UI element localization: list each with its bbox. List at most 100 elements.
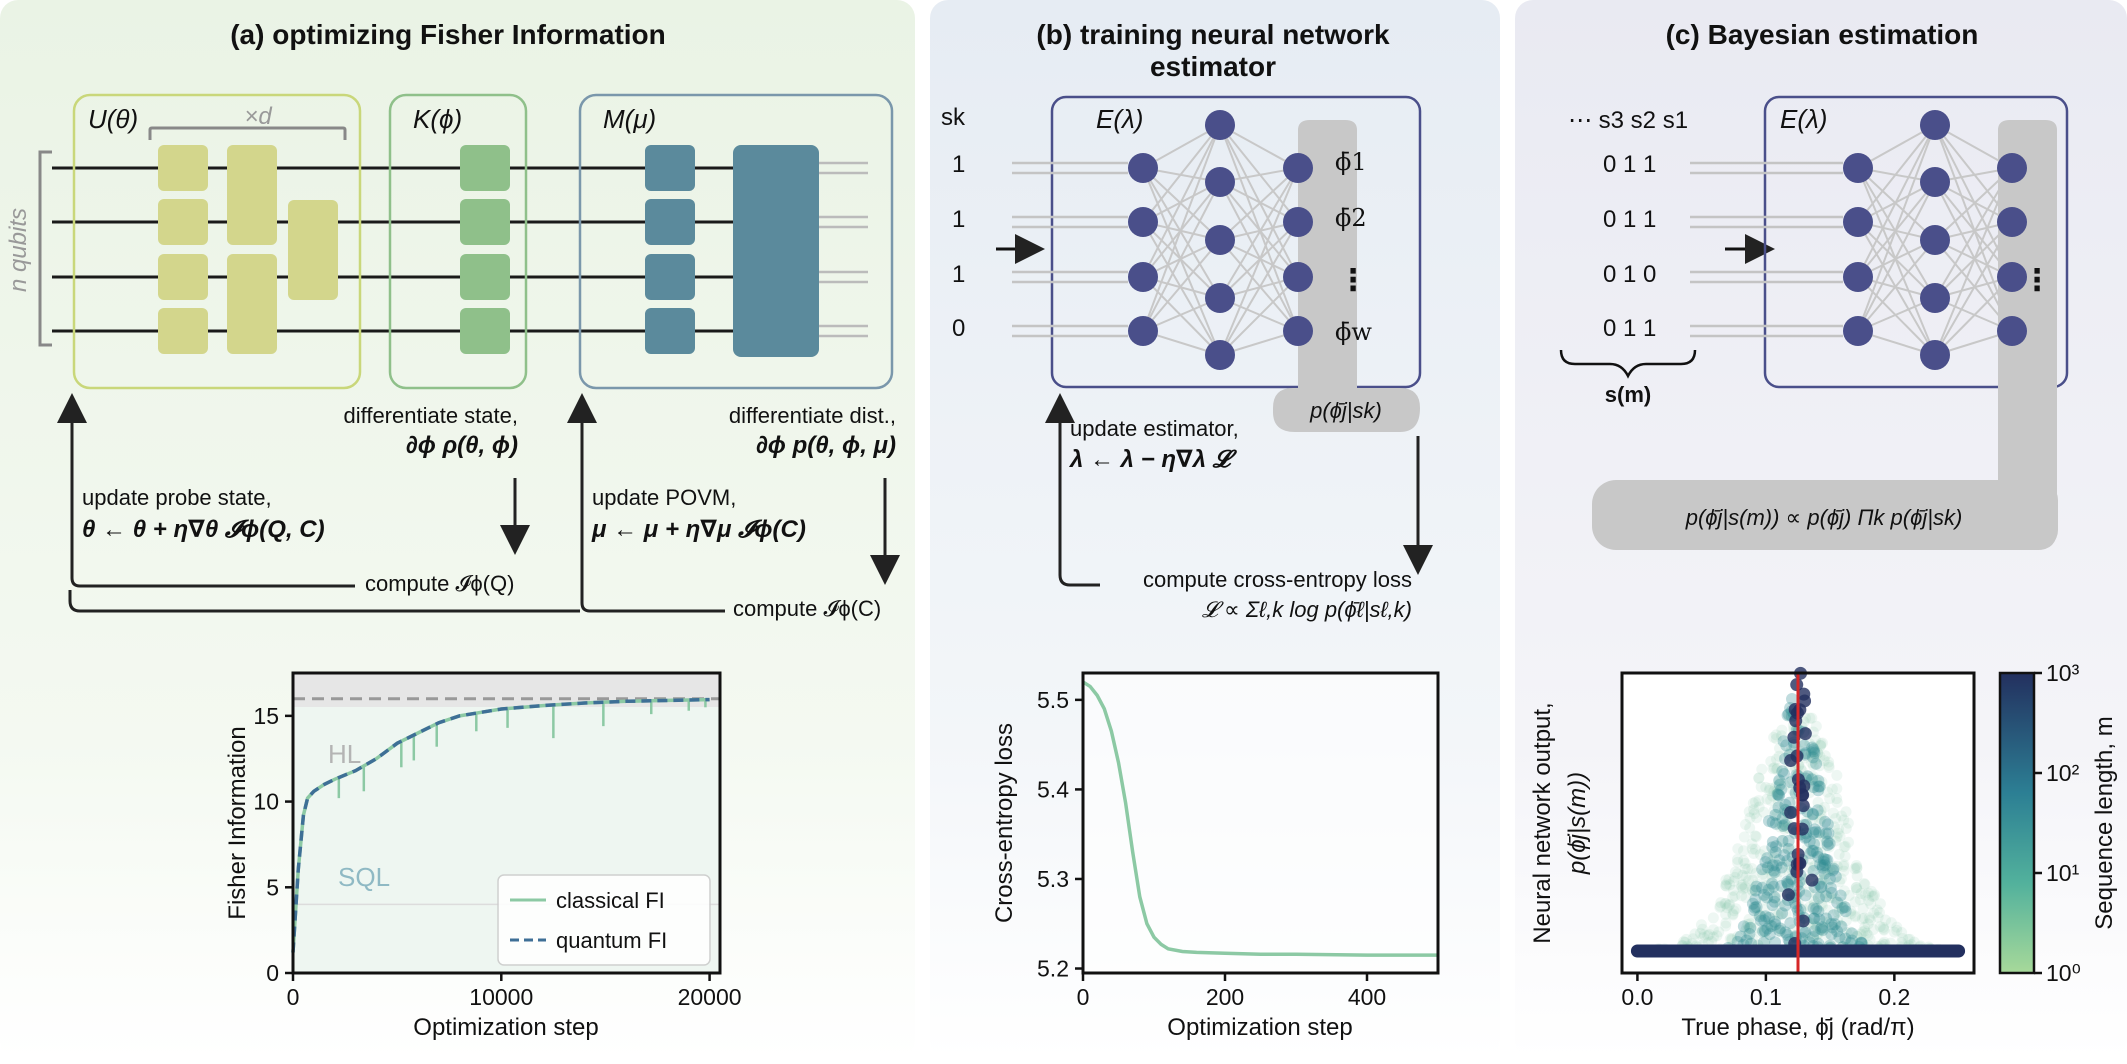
network-edge — [1142, 276, 1221, 356]
posterior-point — [1877, 921, 1889, 933]
posterior-point — [1851, 862, 1863, 874]
loss-ytick-label: 5.2 — [1037, 956, 1069, 982]
posterior-point — [1695, 919, 1707, 931]
posterior-point — [1819, 832, 1831, 844]
network-node — [1283, 316, 1313, 346]
network-node — [1920, 340, 1950, 370]
posterior-point — [1740, 891, 1752, 903]
network-node — [1205, 283, 1235, 313]
posterior-point — [1761, 793, 1773, 805]
posterior-point — [1807, 826, 1820, 839]
posterior-point — [1724, 933, 1736, 945]
posterior-point — [1804, 738, 1816, 750]
posterior-point — [1845, 934, 1858, 947]
network-edge — [1857, 167, 1936, 299]
posterior-point — [1736, 879, 1748, 891]
posterior-point — [1749, 796, 1761, 808]
posterior-point — [1742, 932, 1754, 944]
posterior-point — [1838, 901, 1850, 913]
posterior-point — [1824, 793, 1836, 805]
network-node — [1843, 153, 1873, 183]
posterior-point — [1866, 890, 1878, 902]
network-edge — [1934, 167, 2013, 241]
update-probe-text: update probe state, — [82, 485, 272, 510]
posterior-point — [1821, 853, 1834, 866]
posterior-point — [1772, 795, 1784, 807]
posterior-point — [1755, 927, 1767, 939]
posterior-point — [1804, 901, 1816, 913]
posterior-point — [1858, 877, 1870, 889]
network-edge — [1219, 276, 1299, 356]
posterior-point — [1815, 881, 1828, 894]
posterior-point — [1779, 779, 1791, 791]
posterior-point — [1808, 899, 1820, 911]
posterior-point — [1815, 738, 1827, 750]
posterior-point — [1732, 853, 1744, 865]
posterior-point — [1812, 784, 1825, 797]
posterior-point — [1815, 739, 1827, 751]
posterior-point — [1751, 812, 1763, 824]
posterior-point — [1749, 830, 1761, 842]
posterior-point — [1835, 920, 1847, 932]
posterior-point — [1851, 861, 1863, 873]
posterior-point — [1809, 825, 1822, 838]
posterior-point — [1833, 931, 1846, 944]
posterior-point — [1739, 863, 1751, 875]
posterior-point — [1739, 818, 1751, 830]
posterior-point — [1860, 927, 1872, 939]
posterior-point — [1739, 881, 1751, 893]
posterior-point — [1773, 817, 1785, 829]
posterior-point — [1839, 905, 1852, 918]
posterior-point — [1807, 743, 1820, 756]
posterior-point — [1737, 883, 1749, 895]
loss-chart: 0 200 400 5.2 5.3 5.4 5.5 Optimization step Cr… — [991, 671, 1440, 1041]
loss-ylabel: Cross-entropy loss — [991, 723, 1018, 923]
posterior-point — [1797, 903, 1809, 915]
posterior-point — [1758, 925, 1770, 937]
posterior-point — [1727, 884, 1739, 896]
posterior-point — [1815, 809, 1827, 821]
posterior-point — [1814, 922, 1827, 935]
u-box — [72, 93, 362, 390]
posterior-point — [1762, 814, 1775, 827]
posterior-point — [1764, 856, 1776, 868]
posterior-point — [1821, 818, 1834, 831]
posterior-point — [1750, 831, 1762, 843]
posterior-point — [1810, 780, 1822, 792]
posterior-point — [1769, 918, 1782, 931]
posterior-point — [1811, 905, 1823, 917]
posterior-point — [1802, 929, 1814, 941]
posterior-point — [1711, 930, 1723, 942]
posterior-point — [1758, 914, 1771, 927]
posterior-point — [1737, 869, 1749, 881]
network-node — [1283, 262, 1313, 292]
posterior-point — [1772, 801, 1785, 814]
posterior-point — [1831, 925, 1844, 938]
quantum-fi-line — [291, 697, 710, 953]
posterior-point — [1739, 857, 1751, 869]
posterior-point — [1740, 871, 1752, 883]
posterior-point — [1740, 934, 1753, 947]
panel-b-output-dots: ⋮ — [1338, 264, 1368, 297]
posterior-point — [1763, 911, 1776, 924]
posterior-point — [1740, 925, 1752, 937]
posterior-point — [1873, 907, 1885, 919]
posterior-point — [1770, 840, 1783, 853]
posterior-point — [1775, 926, 1787, 938]
network-node — [1997, 207, 2027, 237]
posterior-point — [1726, 933, 1738, 945]
posterior-point — [1817, 828, 1829, 840]
posterior-point — [1720, 878, 1732, 890]
posterior-point — [1757, 925, 1770, 938]
loss-ytick-label: 5.5 — [1037, 687, 1069, 713]
network-edge — [1142, 167, 1221, 241]
network-edge — [1142, 239, 1221, 332]
network-edge — [1142, 167, 1221, 299]
posterior-point — [1849, 910, 1861, 922]
network-edge — [1934, 276, 2013, 356]
posterior-point — [1749, 901, 1761, 913]
posterior-point — [1811, 846, 1824, 859]
posterior-point — [1815, 804, 1827, 816]
fisher-ytick-label: 10 — [253, 789, 279, 815]
posterior-point — [1719, 879, 1731, 891]
